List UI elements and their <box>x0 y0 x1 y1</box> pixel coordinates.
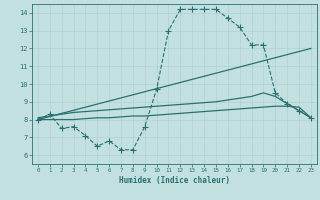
X-axis label: Humidex (Indice chaleur): Humidex (Indice chaleur) <box>119 176 230 185</box>
